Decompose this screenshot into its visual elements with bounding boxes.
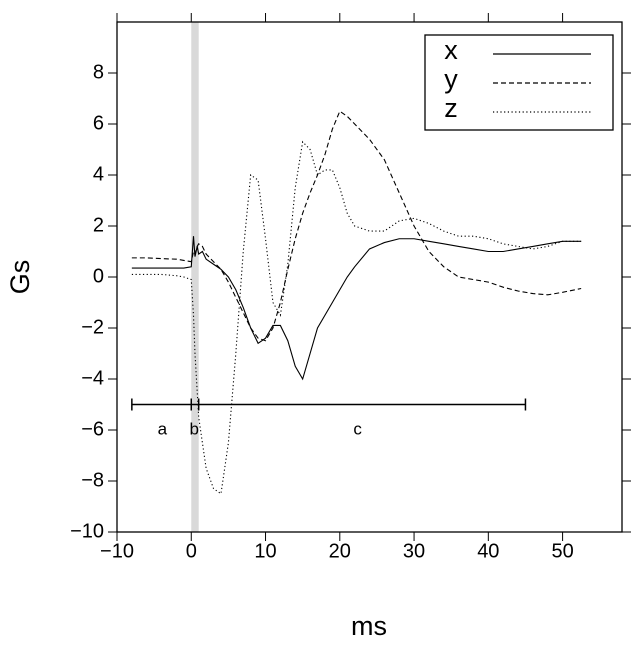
annotation: b [190, 419, 199, 438]
y-tick-label: −4 [81, 367, 104, 389]
annotation: a [158, 419, 168, 438]
y-tick-label: 4 [93, 163, 104, 185]
y-tick-label: 8 [93, 61, 104, 83]
y-tick-label: −8 [81, 469, 104, 491]
y-tick-label: 2 [93, 214, 104, 236]
y-tick-label: −10 [70, 520, 104, 542]
legend-label: x [444, 35, 458, 65]
series-line [131, 110, 582, 342]
plot-frame [116, 21, 623, 533]
y-tick-label: −6 [81, 418, 104, 440]
x-tick-label: −10 [100, 540, 134, 562]
legend-label: z [444, 93, 458, 123]
series-line [131, 236, 582, 381]
x-tick-label: 40 [477, 540, 499, 562]
x-tick-label: 30 [403, 540, 425, 562]
series-line [131, 140, 582, 495]
y-tick-label: −2 [81, 316, 104, 338]
y-tick-label: 6 [93, 112, 104, 134]
x-tick-label: 20 [329, 540, 351, 562]
x-axis-title: ms [351, 611, 387, 641]
shaded-region [191, 22, 199, 532]
annotation: c [353, 419, 362, 438]
x-tick-label: 0 [186, 540, 197, 562]
x-tick-label: 10 [254, 540, 276, 562]
legend-label: y [444, 64, 458, 94]
x-tick-label: 50 [551, 540, 573, 562]
y-axis-title: Gs [5, 260, 35, 295]
y-tick-label: 0 [93, 265, 104, 287]
